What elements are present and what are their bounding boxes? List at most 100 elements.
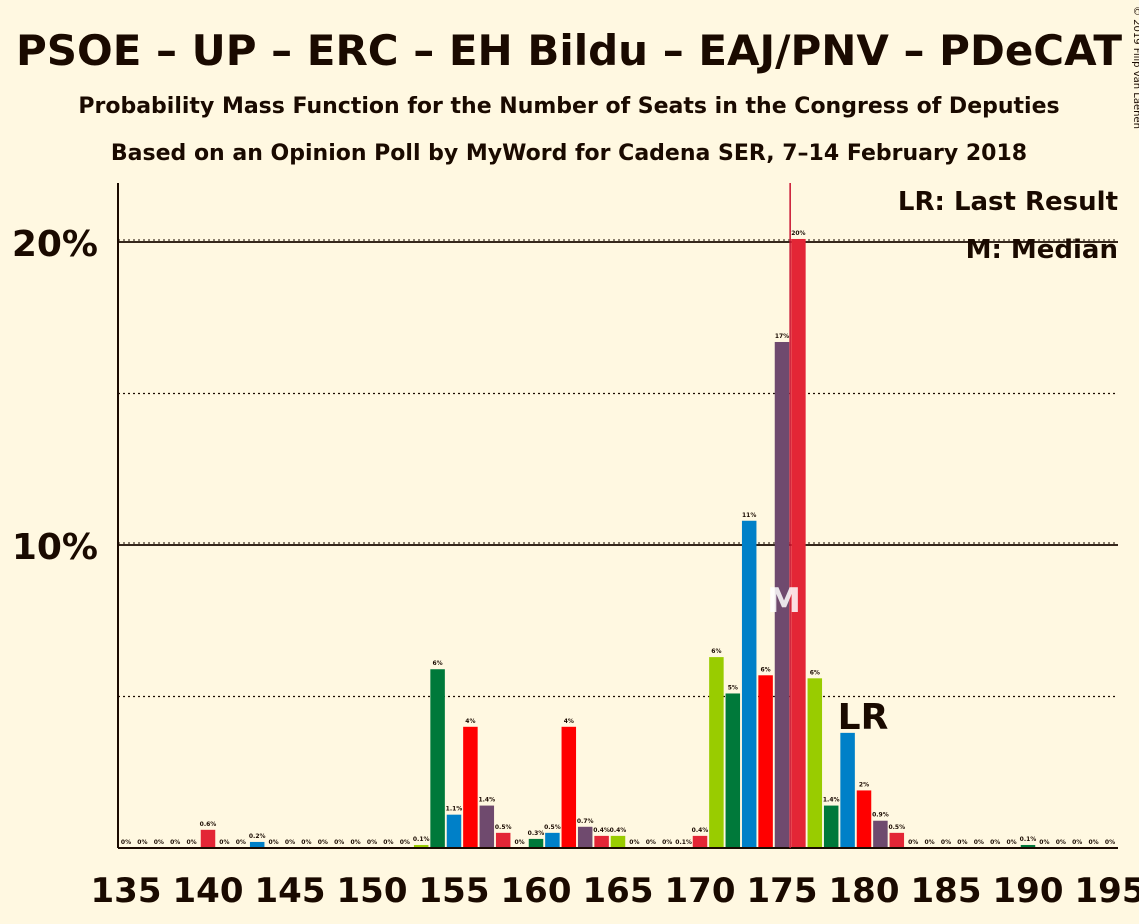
data-label: 0% — [1039, 839, 1049, 846]
chart-subtitle: Probability Mass Function for the Number… — [78, 94, 1059, 119]
chart-subtitle-2: Based on an Opinion Poll by MyWord for C… — [111, 141, 1027, 166]
data-label: 0.6% — [200, 821, 217, 828]
bar-seats-165 — [610, 835, 626, 848]
data-label: 0% — [629, 839, 639, 846]
bar-seats-178 — [823, 805, 839, 848]
axes: 10% 20% 135 140 145 150 155 160 165 170 175 180 185 1… — [12, 183, 1139, 911]
x-tick-label: 165 — [583, 871, 654, 911]
bar-seats-171 — [709, 657, 724, 848]
data-label: 0% — [367, 839, 377, 846]
data-label: 6% — [711, 648, 721, 655]
bar-seats-154 — [430, 669, 445, 848]
markers: M LR — [767, 183, 888, 848]
bar-seats-170 — [692, 835, 708, 848]
data-label: 0% — [269, 839, 279, 846]
data-label: 20% — [791, 230, 805, 237]
data-label: 0.5% — [888, 824, 905, 831]
data-label: 0.7% — [577, 818, 594, 825]
bar-seats-173 — [741, 520, 757, 848]
bar-seats-160 — [528, 838, 544, 848]
x-tick-label: 185 — [911, 871, 982, 911]
data-label: 2% — [859, 781, 869, 788]
data-label: 0.2% — [249, 833, 266, 840]
data-label: 0% — [1056, 839, 1066, 846]
data-labels: 0% 0% 0% 0% 0% 0.6% 0% 0% 0.2% 0% 0% 0% 0% 0% 0% 0% 0% 0%… — [121, 230, 1115, 846]
data-label: 0% — [236, 839, 246, 846]
data-label: 6% — [810, 669, 820, 676]
data-label: 0% — [318, 839, 328, 846]
y-tick-label: 20% — [12, 224, 98, 265]
data-label: 4% — [465, 718, 475, 725]
data-label: 0% — [285, 839, 295, 846]
data-label: 0% — [662, 839, 672, 846]
data-label: 0.4% — [593, 827, 610, 834]
data-label: 0% — [1105, 839, 1115, 846]
legend-median: M: Median — [966, 235, 1118, 265]
bar-seats-153 — [413, 844, 429, 848]
data-label: 5% — [728, 684, 738, 691]
x-tick-label: 195 — [1075, 871, 1139, 911]
x-tick-label: 150 — [337, 871, 408, 911]
data-label: 1.4% — [823, 797, 840, 804]
chart-title: PSOE – UP – ERC – EH Bildu – EAJ/PNV – P… — [16, 26, 1122, 75]
legend-last-result: LR: Last Result — [898, 187, 1118, 217]
data-label: 0.4% — [692, 827, 709, 834]
bar-seats-179 — [840, 732, 855, 848]
data-label: 6% — [433, 660, 443, 667]
bar-seats-172 — [725, 693, 741, 848]
bar-seats-181 — [873, 820, 888, 848]
y-tick-label: 10% — [12, 527, 98, 568]
bar-seats-140 — [200, 829, 216, 848]
data-label: 0% — [334, 839, 344, 846]
x-tick-label: 155 — [419, 871, 490, 911]
data-label: 0.3% — [528, 830, 545, 837]
data-label: 0% — [1007, 839, 1017, 846]
data-label: 0% — [941, 839, 951, 846]
bar-seats-190 — [1020, 844, 1036, 848]
data-label: 1.1% — [446, 806, 463, 813]
bar-seats-180 — [856, 790, 872, 848]
bar-seats-174 — [758, 675, 773, 848]
data-label: 0% — [383, 839, 393, 846]
x-tick-label: 180 — [829, 871, 900, 911]
bar-seats-156 — [463, 726, 478, 848]
x-tick-label: 190 — [993, 871, 1064, 911]
copyright: © 2019 Filip van Laenen — [1131, 6, 1139, 129]
data-label: 0% — [957, 839, 967, 846]
data-label: 0% — [990, 839, 1000, 846]
x-tick-label: 170 — [665, 871, 736, 911]
bar-seats-161 — [545, 832, 560, 848]
x-tick-label: 140 — [173, 871, 244, 911]
bars — [200, 238, 1036, 849]
bar-seats-175 — [774, 341, 790, 848]
bar-seats-157 — [479, 805, 495, 848]
x-tick-label: 145 — [255, 871, 326, 911]
data-label: 0% — [925, 839, 935, 846]
data-label: 11% — [742, 512, 756, 519]
x-tick-label: 175 — [747, 871, 818, 911]
data-label: 0% — [219, 839, 229, 846]
data-label: 0.4% — [610, 827, 627, 834]
last-result-marker: LR — [838, 697, 889, 738]
bar-seats-155 — [446, 814, 462, 848]
data-label: 0% — [515, 839, 525, 846]
data-label: 6% — [761, 666, 771, 673]
x-tick-label: 135 — [91, 871, 162, 911]
data-label: 0% — [170, 839, 180, 846]
data-label: 0% — [974, 839, 984, 846]
data-label: 0% — [137, 839, 147, 846]
data-label: 0% — [154, 839, 164, 846]
data-label: 0% — [187, 839, 197, 846]
bar-seats-162 — [561, 726, 577, 848]
data-label: 0.1% — [1020, 836, 1037, 843]
data-label: 0% — [301, 839, 311, 846]
bar-seats-182 — [889, 832, 905, 848]
bar-seats-177 — [807, 678, 823, 848]
bar-seats-143 — [249, 841, 265, 848]
data-label: 0% — [400, 839, 410, 846]
data-label: 0.5% — [544, 824, 561, 831]
bar-seats-158 — [495, 832, 511, 848]
data-label: 1.4% — [478, 797, 495, 804]
x-tick-label: 160 — [501, 871, 572, 911]
